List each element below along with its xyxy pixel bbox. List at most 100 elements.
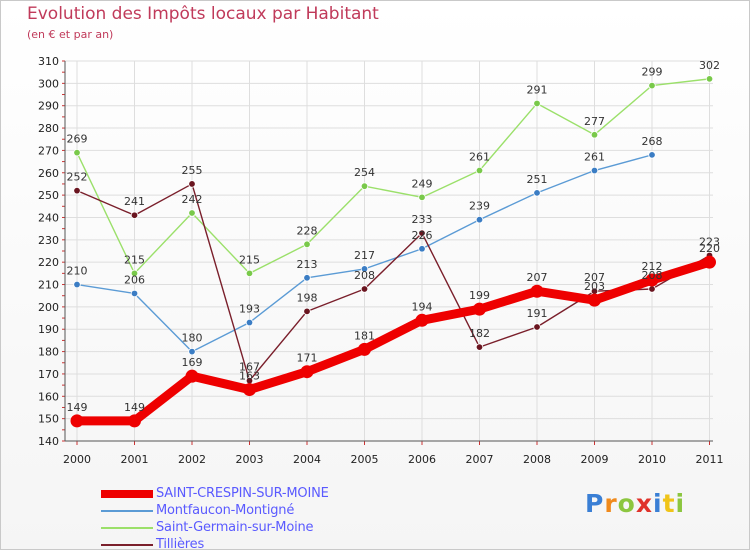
x-tick-label: 2009 (581, 453, 609, 466)
data-label: 291 (527, 83, 548, 96)
y-tick-label: 190 (38, 323, 59, 336)
data-point (303, 307, 311, 316)
legend-item-saint-germain: Saint-Germain-sur-Moine (101, 519, 329, 536)
axis-layer: 140 150 160 170 180 190 200 210 220 230 240 250 260 2… (38, 55, 724, 466)
legend-item-montfaucon: Montfaucon-Montigné (101, 502, 329, 519)
data-point (645, 273, 659, 287)
y-tick-label: 270 (38, 144, 59, 157)
data-label: 180 (182, 332, 203, 345)
data-point (358, 342, 371, 356)
data-point (590, 166, 599, 175)
grid-layer (65, 60, 713, 442)
data-label: 299 (642, 66, 663, 79)
x-tick-label: 2010 (638, 453, 666, 466)
y-tick-label: 310 (38, 55, 59, 68)
data-point (130, 289, 139, 298)
x-tick-label: 2001 (121, 453, 149, 466)
y-tick-label: 200 (38, 301, 59, 314)
legend-label: Tillières (156, 537, 205, 552)
data-label: 217 (354, 249, 375, 262)
data-point (475, 166, 484, 175)
data-label: 171 (297, 352, 318, 365)
data-point (73, 280, 81, 289)
data-point (475, 343, 484, 351)
data-point (533, 323, 541, 331)
x-tick-label: 2007 (466, 453, 494, 466)
data-point (360, 285, 369, 293)
data-point (130, 269, 139, 278)
y-tick-label: 290 (38, 100, 59, 113)
y-tick-label: 230 (38, 234, 59, 247)
data-point (188, 209, 196, 217)
data-point (300, 365, 314, 379)
legend-label: SAINT-CRESPIN-SUR-MOINE (156, 486, 329, 501)
data-label: 302 (699, 59, 720, 72)
data-label: 251 (527, 173, 548, 186)
data-label: 215 (124, 253, 145, 266)
series-layer (70, 75, 716, 428)
data-label: 149 (124, 401, 145, 414)
data-label: 242 (182, 193, 203, 206)
data-label: 208 (642, 269, 663, 282)
logo-letter: o (617, 489, 636, 518)
data-point (360, 265, 369, 273)
data-label: 249 (412, 177, 433, 190)
logo-letter: t (662, 489, 676, 518)
data-point (130, 211, 139, 219)
y-tick-label: 280 (38, 122, 59, 135)
data-point (303, 240, 311, 248)
data-point (73, 148, 81, 157)
y-tick-label: 170 (38, 368, 59, 381)
data-label: 182 (469, 327, 490, 340)
logo-letter: i (653, 489, 663, 518)
x-tick-label: 2003 (236, 453, 264, 466)
legend-swatch-saint-crespin (101, 489, 153, 498)
data-label: 199 (469, 289, 490, 302)
logo-letter: x (635, 489, 653, 518)
x-tick-label: 2006 (408, 453, 436, 466)
data-point (185, 369, 199, 383)
data-point (590, 131, 599, 139)
data-point (188, 180, 196, 188)
data-label: 252 (67, 171, 88, 184)
data-point (705, 75, 714, 83)
data-label: 203 (584, 280, 605, 293)
data-point (648, 81, 656, 90)
legend-swatch-tillieres (101, 543, 153, 546)
data-point (303, 274, 311, 282)
y-tick-label: 140 (38, 435, 59, 448)
data-label: 261 (584, 151, 605, 164)
data-point (73, 186, 81, 195)
chart-subtitle: (en € et par an) (27, 28, 114, 41)
data-point (588, 293, 601, 307)
y-tick-label: 300 (38, 77, 59, 90)
data-point (245, 269, 254, 278)
y-tick-label: 220 (38, 256, 59, 269)
legend-swatch-montfaucon (101, 509, 153, 512)
y-tick-label: 150 (38, 413, 59, 426)
data-point (360, 182, 369, 190)
data-label: 191 (527, 307, 548, 320)
data-label: 254 (354, 166, 375, 179)
label-layer: 210 206 180 193 213 217 226 239 251 261 268 269 215 2… (67, 59, 721, 414)
data-point (475, 216, 484, 224)
data-label: 207 (584, 271, 605, 284)
data-point (243, 383, 256, 397)
data-label: 149 (67, 401, 88, 414)
data-label: 226 (412, 229, 433, 242)
data-label: 193 (239, 303, 260, 316)
legend-swatch-saint-germain (101, 526, 153, 529)
data-point (648, 285, 656, 293)
chart-title: Evolution des Impôts locaux par Habitant (27, 4, 379, 24)
data-label: 255 (182, 164, 203, 177)
legend-item-saint-crespin: SAINT-CRESPIN-SUR-MOINE (101, 485, 329, 502)
data-point (703, 255, 716, 269)
data-label: 220 (699, 242, 720, 255)
logo-letter: r (604, 489, 618, 518)
data-point (128, 414, 141, 428)
legend-label: Montfaucon-Montigné (156, 503, 295, 518)
data-point (245, 318, 254, 327)
data-label: 213 (297, 258, 318, 271)
data-point (415, 313, 429, 327)
